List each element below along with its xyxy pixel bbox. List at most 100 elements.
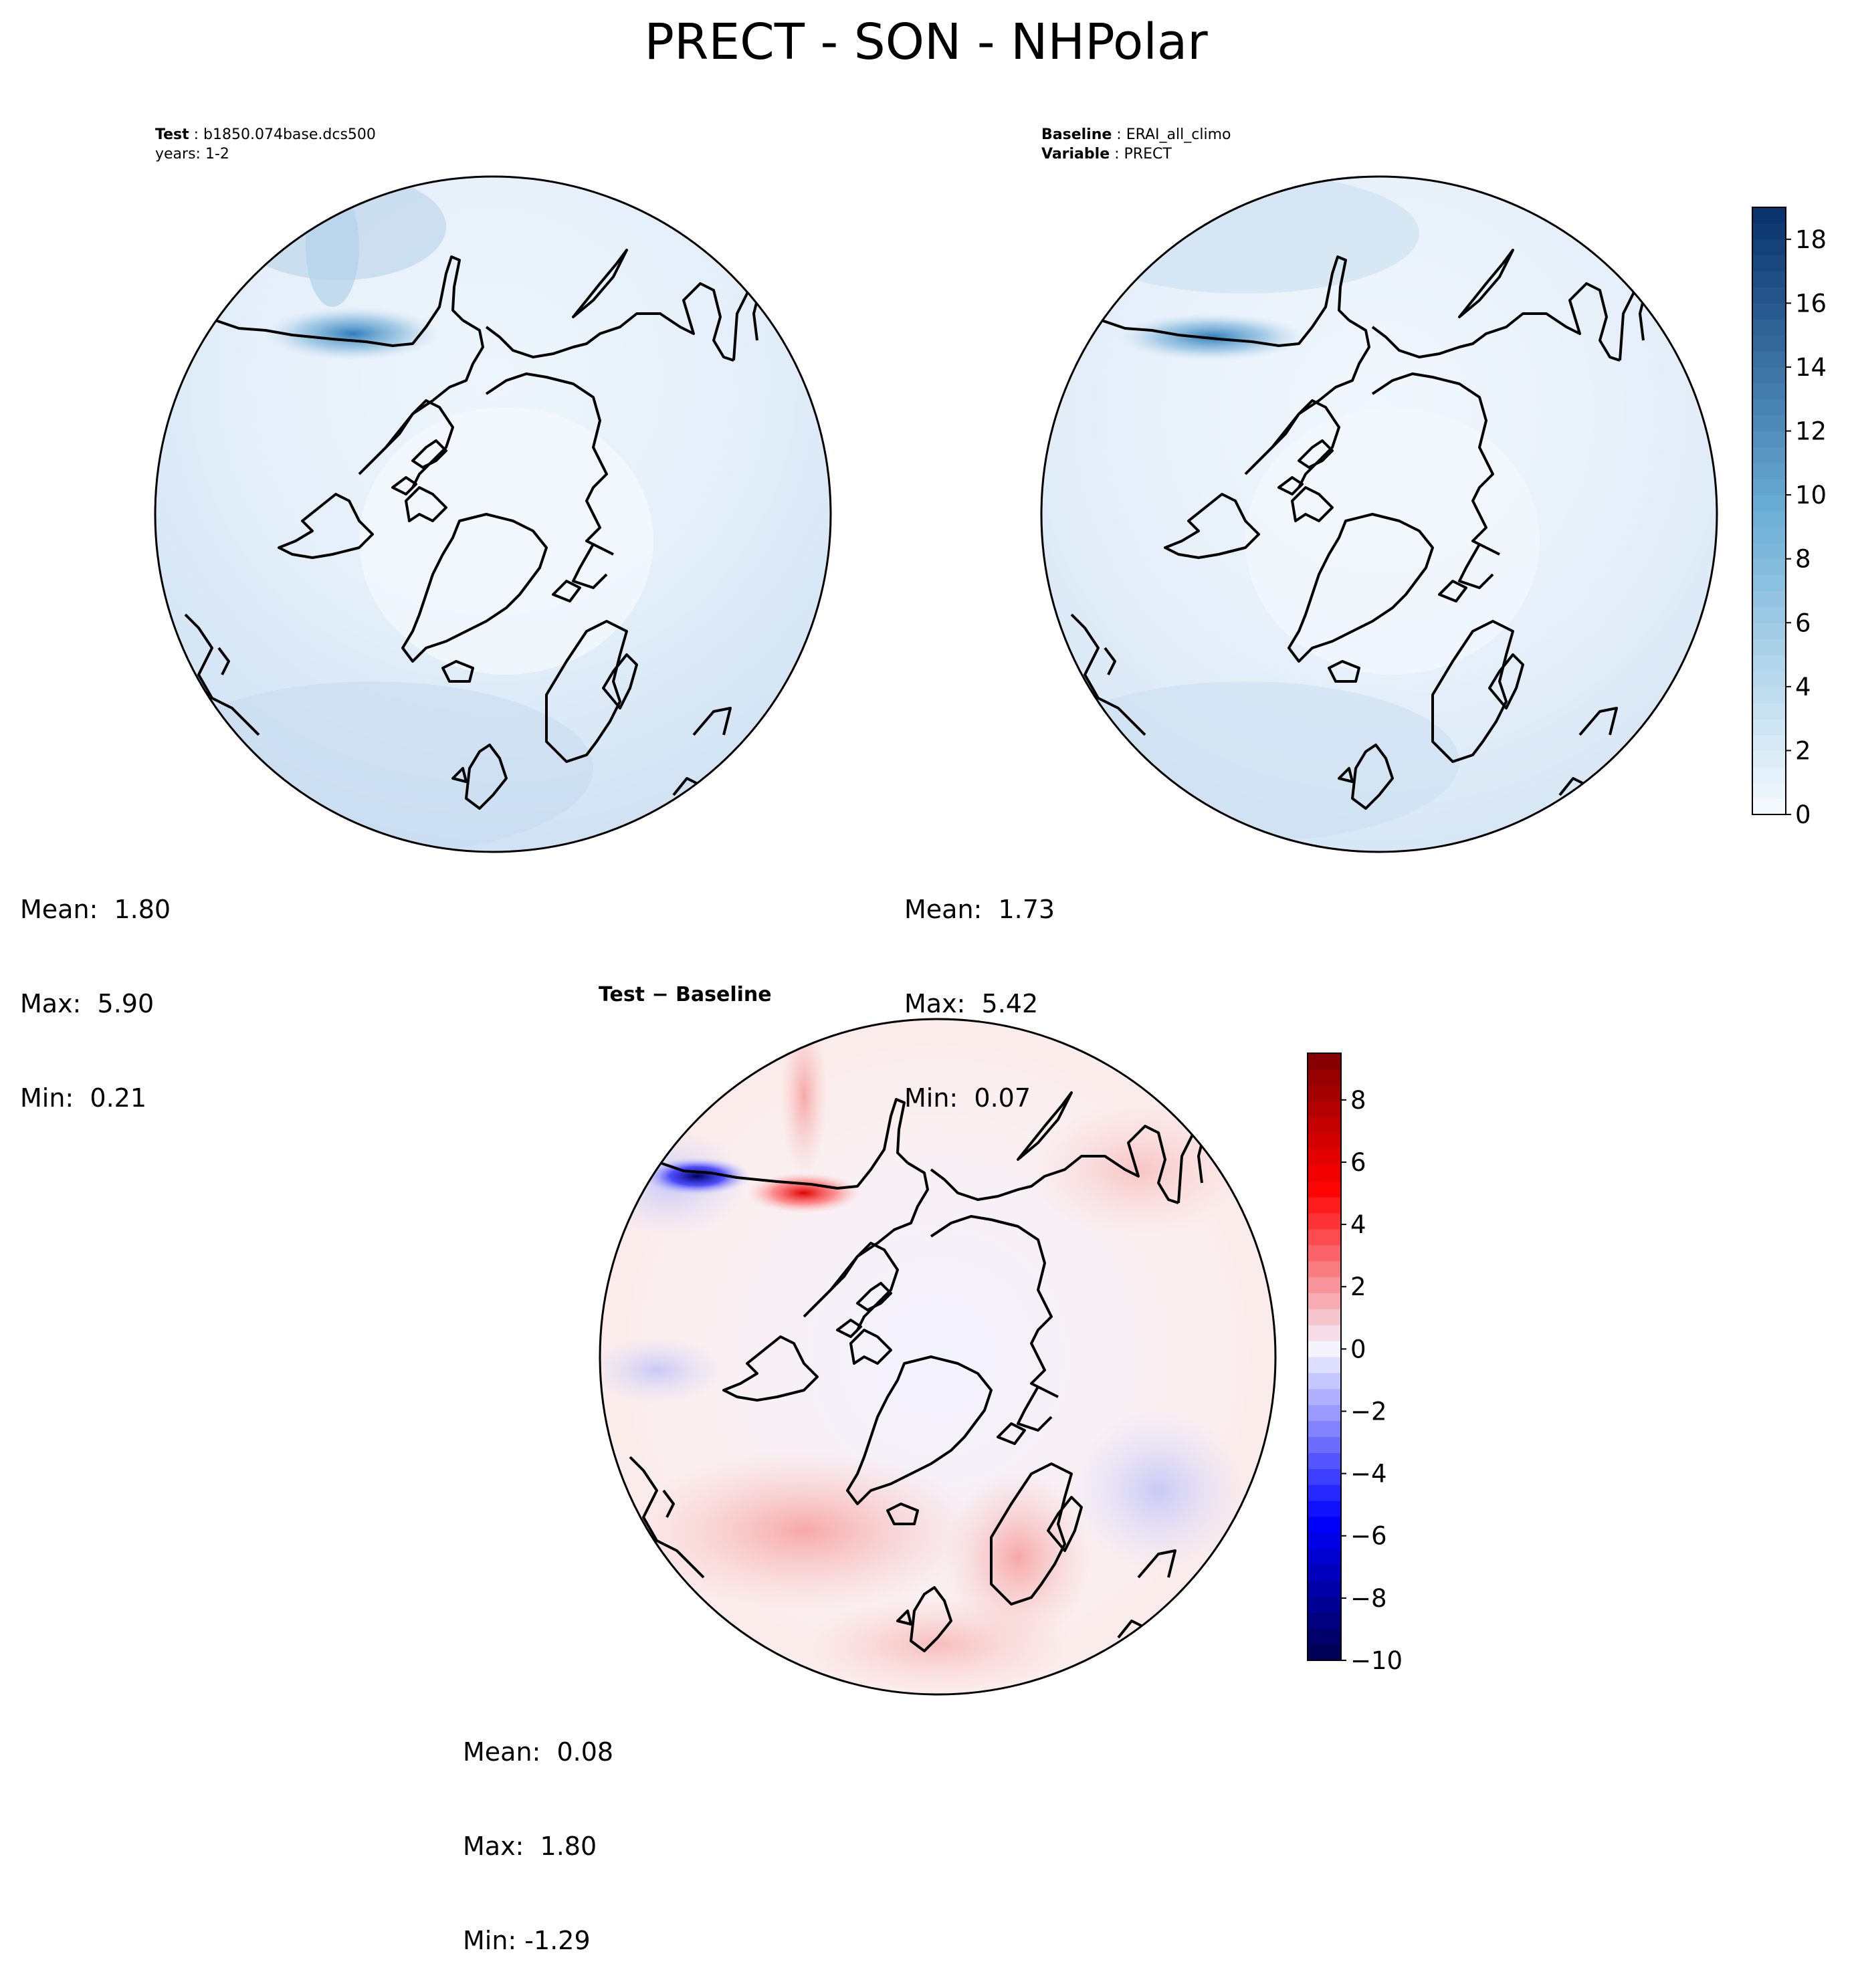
diff-mean: Mean: 0.08 [463, 1737, 614, 1767]
blues-colorbar-band [1752, 223, 1786, 240]
diff-colorbar-band [1308, 1244, 1341, 1262]
baseline-map-border [1040, 175, 1718, 853]
diff-colorbar-band [1308, 1341, 1341, 1357]
blues-colorbar-band [1752, 686, 1786, 703]
blues-colorbar-band [1752, 734, 1786, 752]
diff-colorbar-band [1308, 1452, 1341, 1469]
diff-colorbar-band [1308, 1436, 1341, 1453]
diff-colorbar-band [1308, 1532, 1341, 1549]
diff-colorbar-tick-label: −2 [1350, 1397, 1387, 1426]
test-min: Min: 0.21 [20, 1083, 146, 1113]
diff-colorbar-frame [1307, 1053, 1342, 1661]
baseline-variable-value: PRECT [1124, 146, 1172, 162]
blues-colorbar-band [1752, 303, 1786, 320]
baseline-variable-key: Variable [1041, 146, 1110, 162]
diff-stats: Mean: 0.08 Max: 1.80 Min: -1.29 [463, 1674, 613, 1988]
diff-colorbar-tick-label: −10 [1350, 1646, 1403, 1675]
diff-colorbar-tick-label: 0 [1350, 1335, 1366, 1363]
diff-colorbar-tick-label: −4 [1350, 1460, 1387, 1488]
blues-colorbar-band [1752, 574, 1786, 592]
blues-colorbar-band [1752, 542, 1786, 560]
blues-colorbar-band [1752, 590, 1786, 607]
test-map-border [154, 175, 832, 853]
diff-colorbar-band [1308, 1228, 1341, 1246]
diff-colorbar-band [1308, 1628, 1341, 1645]
diff-colorbar-band [1308, 1053, 1341, 1070]
diff-colorbar-band [1308, 1404, 1341, 1422]
blues-colorbar-ticks: 0 2 4 6 8 10 12 14 16 18 [1786, 225, 1827, 829]
diff-colorbar-band [1308, 1468, 1341, 1485]
blues-colorbar-band [1752, 239, 1786, 256]
baseline-stats: Mean: 1.73 Max: 5.42 Min: 0.07 [904, 831, 1055, 1145]
diff-colorbar-band [1308, 1101, 1341, 1118]
diff-min: Min: -1.29 [463, 1926, 591, 1955]
diff-colorbar-band [1308, 1260, 1341, 1278]
blues-colorbar-band [1752, 495, 1786, 512]
diff-colorbar-band [1308, 1069, 1341, 1086]
diff-colorbar-bands [1308, 1053, 1341, 1661]
blues-colorbar-frame [1752, 207, 1786, 815]
blues-colorbar-band [1752, 382, 1786, 400]
blues-colorbar-band [1752, 718, 1786, 736]
blues-colorbar-band [1752, 319, 1786, 336]
diff-colorbar-band [1308, 1309, 1341, 1325]
blues-colorbar-tick-label: 4 [1795, 673, 1811, 701]
blues-colorbar-band [1752, 623, 1786, 639]
blues-colorbar-band [1752, 399, 1786, 416]
blues-colorbar-band [1752, 766, 1786, 783]
blues-colorbar-band [1752, 782, 1786, 799]
diff-colorbar-band [1308, 1516, 1341, 1533]
diff-colorbar-band [1308, 1580, 1341, 1597]
diff-colorbar-tick-label: −6 [1350, 1522, 1387, 1551]
blues-colorbar-band [1752, 558, 1786, 576]
blues-colorbar-tick-label: 14 [1795, 353, 1827, 382]
blues-colorbar-band [1752, 431, 1786, 448]
blues-colorbar-band [1752, 511, 1786, 528]
test-meta: Test : b1850.074base.dcs500 years: 1-2 [155, 126, 376, 162]
baseline-label-value: ERAI_all_climo [1126, 126, 1231, 143]
blues-colorbar-band [1752, 463, 1786, 479]
blues-colorbar-band [1752, 526, 1786, 544]
diff-colorbar-band [1308, 1612, 1341, 1629]
test-max-precip [266, 307, 439, 360]
test-mean: Mean: 1.80 [20, 895, 171, 924]
diff-colorbar-band [1308, 1564, 1341, 1581]
blues-colorbar-tick-label: 0 [1795, 800, 1811, 829]
test-stats: Mean: 1.80 Max: 5.90 Min: 0.21 [20, 831, 171, 1145]
blues-colorbar: 0 2 4 6 8 10 12 14 16 18 [1752, 207, 1827, 829]
diff-max-anomaly [747, 1173, 861, 1213]
diff-max: Max: 1.80 [463, 1832, 597, 1861]
blues-colorbar-band [1752, 798, 1786, 815]
diff-colorbar-tick-label: 6 [1350, 1148, 1366, 1177]
blues-colorbar-band [1752, 447, 1786, 463]
diff-colorbar: −10 −8 −6 −4 −2 0 2 4 6 8 [1307, 1053, 1403, 1675]
diff-colorbar-band [1308, 1548, 1341, 1565]
blues-colorbar-band [1752, 670, 1786, 687]
test-years: years: 1-2 [155, 146, 229, 162]
baseline-meta: Baseline : ERAI_all_climo Variable : PRE… [1041, 126, 1231, 162]
blues-colorbar-tick-label: 2 [1795, 736, 1811, 765]
diff-colorbar-band [1308, 1420, 1341, 1438]
blues-colorbar-band [1752, 351, 1786, 368]
blues-colorbar-band [1752, 702, 1786, 720]
diff-colorbar-band [1308, 1293, 1341, 1309]
diff-colorbar-tick-label: −8 [1350, 1584, 1387, 1613]
diff-colorbar-tick-label: 2 [1350, 1273, 1366, 1301]
blues-colorbar-band [1752, 639, 1786, 655]
blues-colorbar-band [1752, 271, 1786, 288]
diff-colorbar-band [1308, 1388, 1341, 1406]
diff-colorbar-band [1308, 1501, 1341, 1517]
baseline-min: Min: 0.07 [904, 1083, 1031, 1113]
test-label-value: b1850.074base.dcs500 [203, 126, 376, 143]
diff-colorbar-band [1308, 1085, 1341, 1102]
diff-colorbar-band [1308, 1357, 1341, 1373]
blues-colorbar-band [1752, 287, 1786, 304]
blues-colorbar-band [1752, 750, 1786, 767]
diff-panel-title: Test − Baseline [599, 983, 772, 1006]
diff-colorbar-band [1308, 1197, 1341, 1214]
baseline-mean: Mean: 1.73 [904, 895, 1055, 924]
diff-map [599, 1018, 1277, 1696]
test-map [154, 175, 832, 853]
diff-colorbar-band [1308, 1117, 1341, 1134]
diff-colorbar-band [1308, 1484, 1341, 1501]
